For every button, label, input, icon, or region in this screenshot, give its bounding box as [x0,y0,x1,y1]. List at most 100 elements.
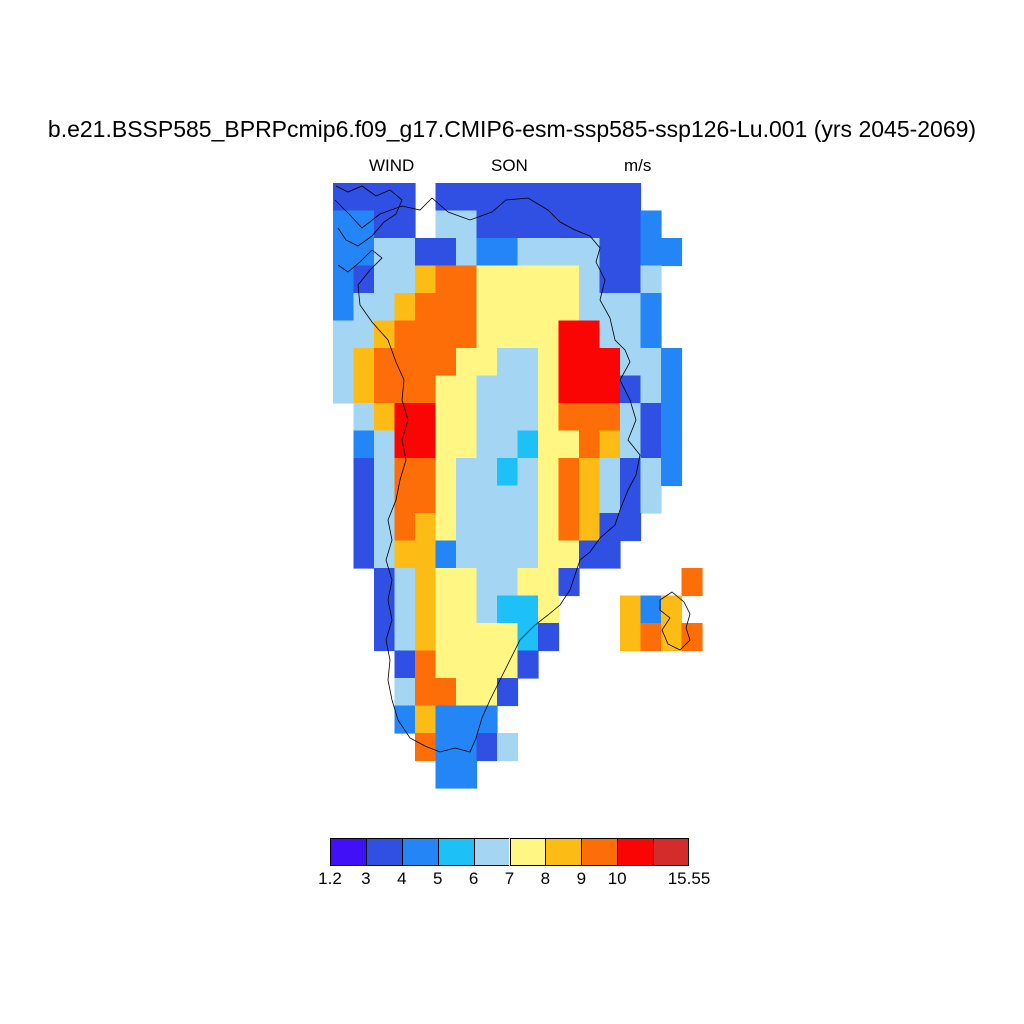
grid-cell [620,623,642,652]
grid-cell [333,265,355,294]
grid-cell [353,540,375,569]
grid-cell [374,238,396,267]
grid-cell [640,348,662,377]
grid-cell [394,238,416,267]
grid-cell [415,265,437,294]
grid-cell [517,210,539,239]
grid-cell [476,705,498,734]
grid-cell [497,238,519,267]
grid-cell [620,210,642,239]
grid-cell [661,430,683,459]
grid-cell [620,265,642,294]
grid-cell [538,430,560,459]
grid-cell [497,293,519,322]
colorbar-swatch [437,838,474,866]
grid-cell [435,733,457,762]
colorbar-tick-label: 1.2 [318,869,342,888]
grid-cell [353,430,375,459]
grid-cell [394,183,416,212]
grid-cell [456,760,478,789]
grid-cell [558,540,580,569]
grid-cell [456,265,478,294]
grid-cell [415,320,437,349]
grid-cell [517,430,539,459]
grid-cell [394,513,416,542]
grid-cell [394,348,416,377]
grid-cell [435,183,457,212]
grid-cell [456,210,478,239]
grid-cell [517,540,539,569]
grid-cell [579,513,601,542]
grid-cell [497,458,519,487]
grid-cell [681,623,703,652]
colorbar-swatch [509,838,546,866]
grid-cell [599,265,621,294]
grid-cell [415,513,437,542]
grid-cell [661,623,683,652]
grid-cell [394,403,416,432]
grid-cell [476,733,498,762]
grid-cell [620,430,642,459]
grid-cell [558,458,580,487]
grid-cell [456,403,478,432]
grid-cell [353,183,375,212]
grid-cell [476,403,498,432]
grid-cell [476,650,498,679]
grid-cell [661,375,683,404]
grid-cell [538,513,560,542]
colorbar-swatch [545,838,582,866]
grid-cell [456,375,478,404]
page-title: b.e21.BSSP585_BPRPcmip6.f09_g17.CMIP6-es… [47,116,977,142]
grid-cell [497,375,519,404]
colorbar-tick-label: 15.55 [667,869,711,888]
grid-cell [476,265,498,294]
grid-cell [579,320,601,349]
grid-cell [415,293,437,322]
grid-cell [579,183,601,212]
grid-cell [476,568,498,597]
grid-cell [620,513,642,542]
grid-cell [353,348,375,377]
grid-cell [415,595,437,624]
grid-cell [456,430,478,459]
grid-cell [476,678,498,707]
grid-cell [640,375,662,404]
coastline [334,185,691,753]
grid-cell [538,348,560,377]
grid-cell [456,293,478,322]
grid-cell [661,348,683,377]
grid-cell [517,265,539,294]
grid-cell [456,183,478,212]
grid-cell [599,320,621,349]
grid-cell [456,733,478,762]
grid-cell [394,265,416,294]
subtitle-units: m/s [624,156,652,175]
grid-cell [661,458,683,487]
grid-cell [579,485,601,514]
grid-cell [599,375,621,404]
grid-cell [517,568,539,597]
grid-cell [374,348,396,377]
grid-cell [497,485,519,514]
grid-cell [517,403,539,432]
grid-cell [599,485,621,514]
grid-cell [353,458,375,487]
grid-cell [517,595,539,624]
grid-cell [374,540,396,569]
grid-cell [517,458,539,487]
grid-cell [558,430,580,459]
grid-cell [640,293,662,322]
grid-cell [435,760,457,789]
grid-cell [353,485,375,514]
grid-cell [415,403,437,432]
coastline-ellesmere [335,185,403,247]
grid-cell [538,210,560,239]
grid-cell [476,595,498,624]
grid-cell [353,293,375,322]
grid-cell [579,540,601,569]
grid-cell [435,513,457,542]
grid-cell [517,485,539,514]
grid-cell [415,650,437,679]
coastline-iceland [659,591,691,651]
grid-cell [333,183,355,212]
